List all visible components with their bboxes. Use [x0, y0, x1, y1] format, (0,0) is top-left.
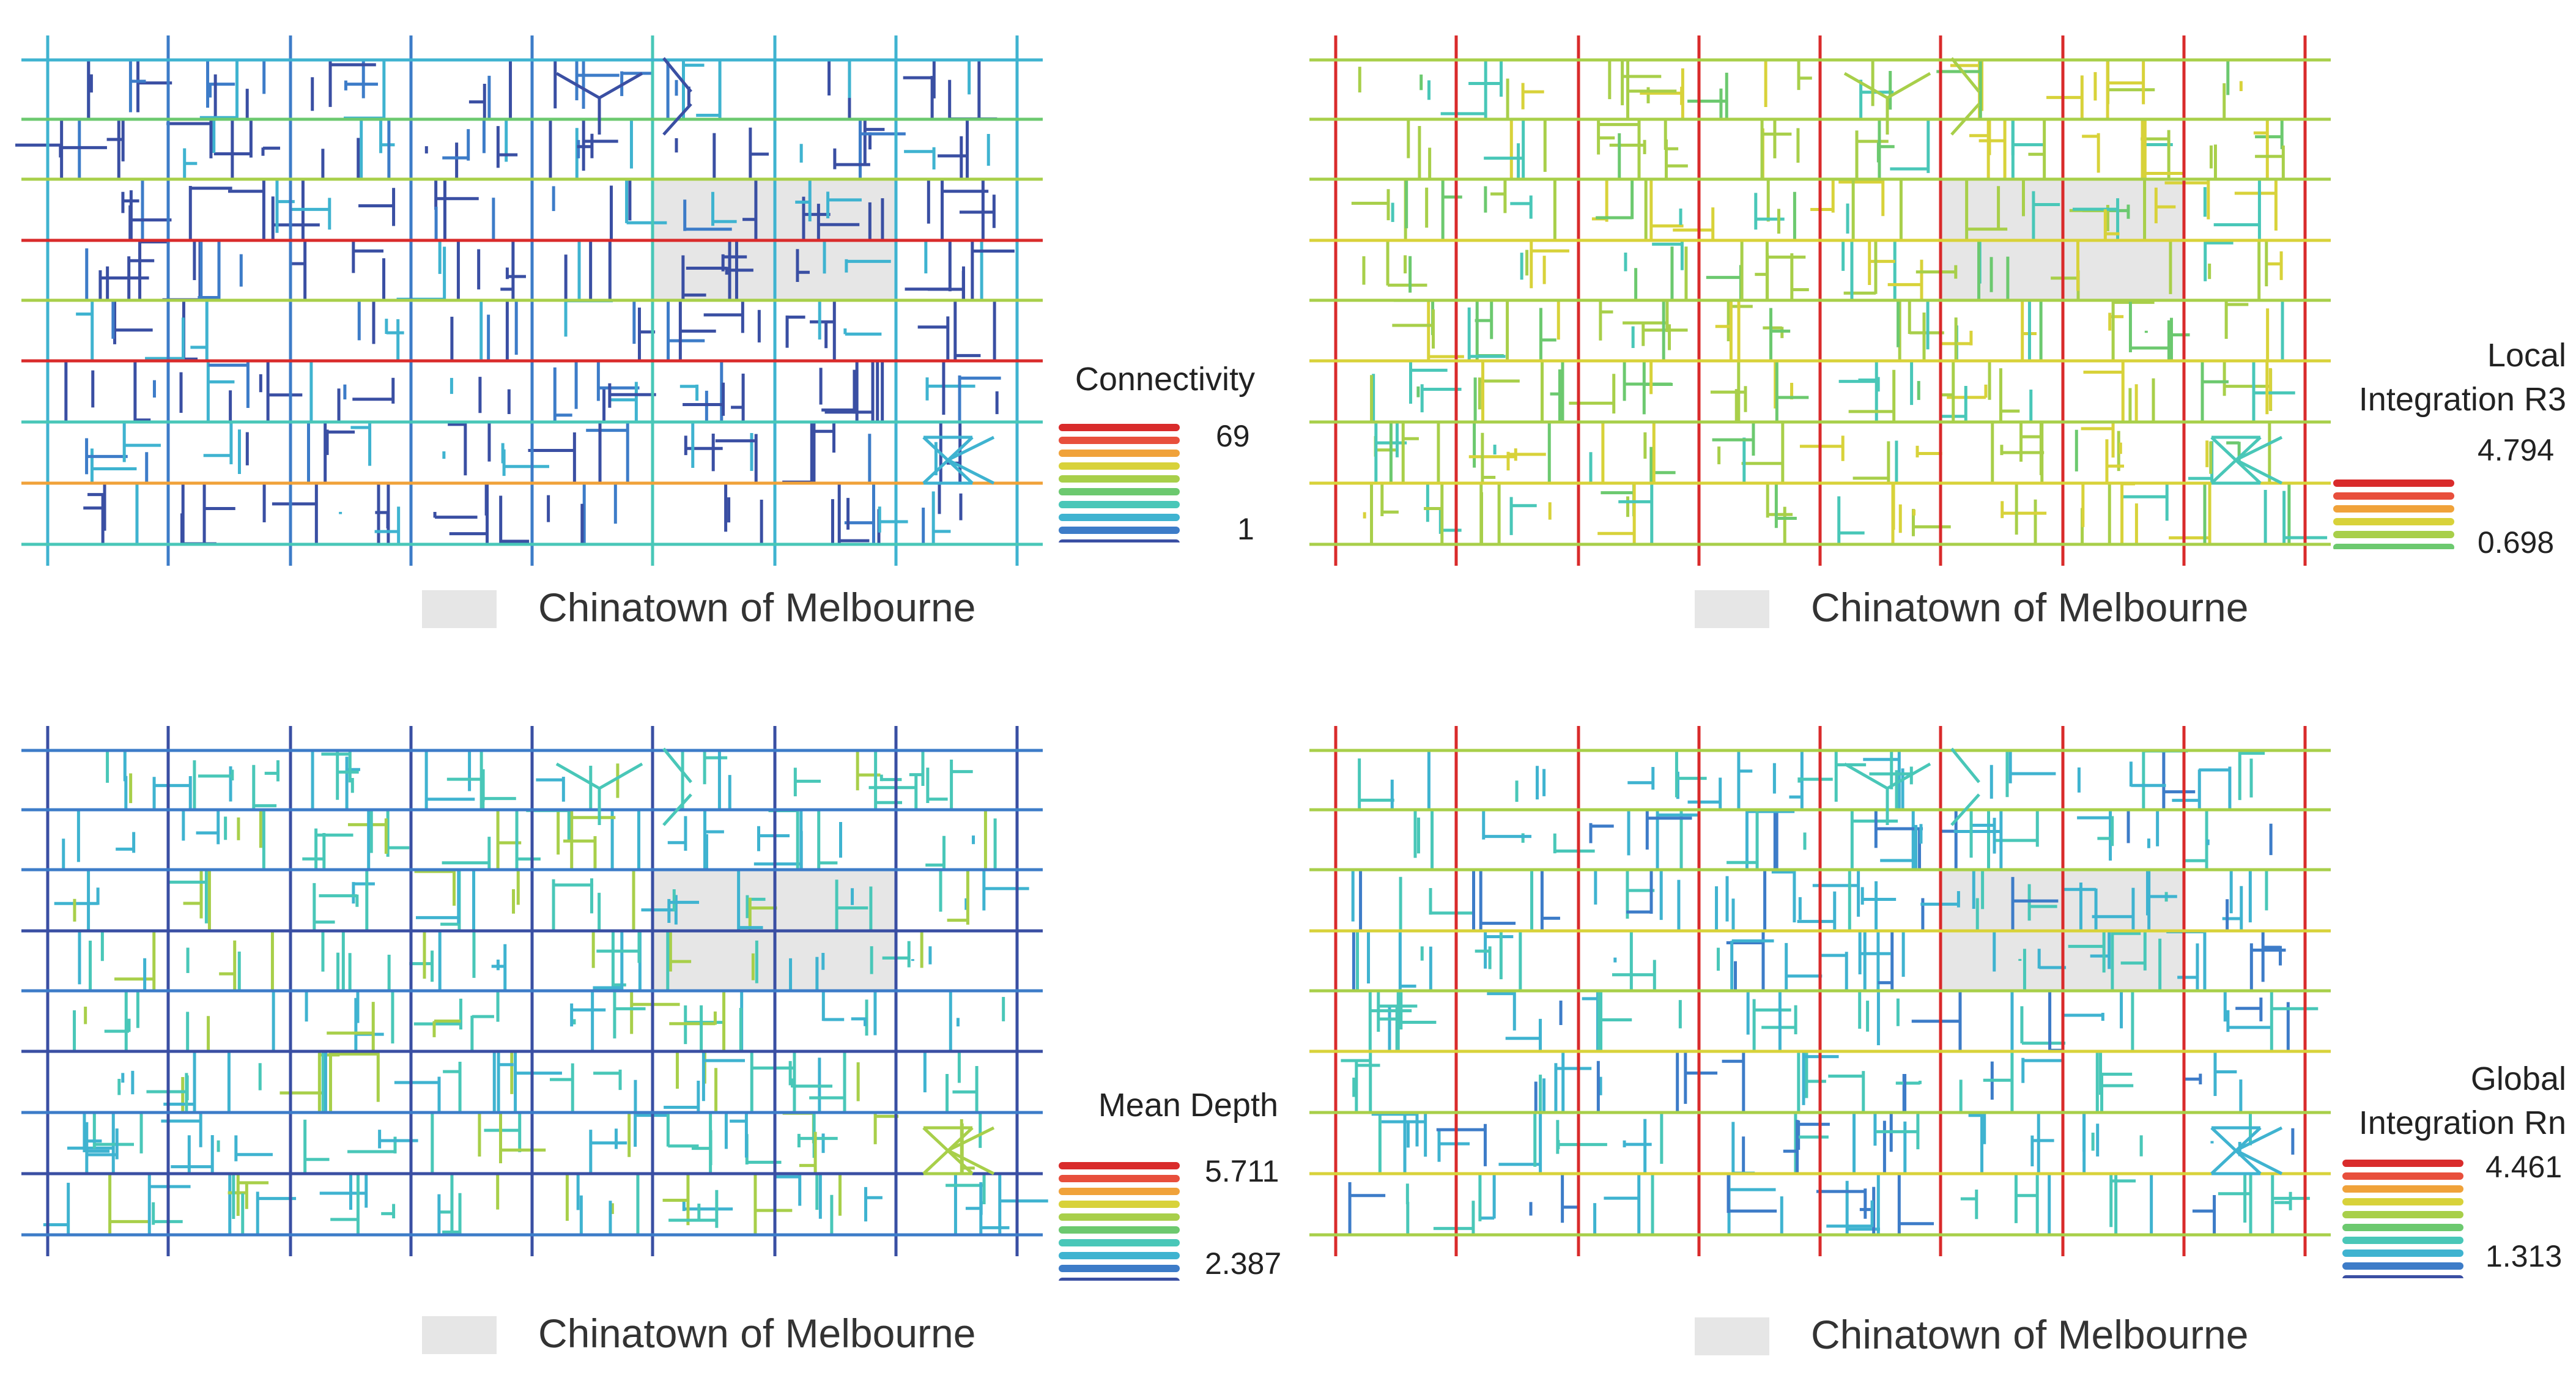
chinatown-label: Chinatown of Melbourne: [1811, 585, 2249, 630]
junction-segment: [947, 1126, 995, 1152]
junction-segment: [947, 435, 995, 462]
legend-max-value: 4.794: [2478, 433, 2555, 467]
chinatown-swatch: [422, 590, 497, 628]
junction-segment: [2235, 435, 2283, 462]
legend-min-value: 0.698: [2478, 525, 2555, 560]
chinatown-swatch: [1695, 1317, 1769, 1355]
fork-segment: [555, 762, 601, 790]
color-legend-bars: [1059, 1162, 1180, 1281]
fork-segment: [555, 72, 601, 100]
chinatown-label: Chinatown of Melbourne: [1811, 1312, 2249, 1357]
fork-segment: [1950, 103, 1980, 136]
street-network-map: [1309, 35, 2331, 566]
fork-segment: [662, 793, 692, 826]
fork-segment: [1950, 57, 1980, 93]
chinatown-label: Chinatown of Melbourne: [538, 585, 976, 630]
chinatown-swatch: [1695, 590, 1769, 628]
street-network-map: [21, 726, 1048, 1256]
street-network-map: [1309, 726, 2331, 1256]
legend-title: Global Integration Rn: [2358, 1061, 2566, 1141]
fork-segment: [662, 57, 692, 93]
junction-segment: [2235, 1149, 2283, 1176]
legend-title: Local Integration R3: [2358, 337, 2566, 418]
color-legend-bars: [1059, 424, 1180, 542]
panel-local-integration: Local Integration R3 4.794 0.698 Chinato…: [1288, 0, 2576, 691]
legend-title: Connectivity: [1075, 361, 1255, 398]
legend-title: Mean Depth: [1098, 1087, 1278, 1124]
panel-mean-depth: Mean Depth 5.711 2.387 Chinatown of Melb…: [0, 691, 1288, 1381]
chinatown-label: Chinatown of Melbourne: [538, 1311, 976, 1356]
fork-segment: [662, 103, 692, 136]
junction-segment: [2235, 458, 2283, 485]
fork-segment: [598, 762, 643, 790]
junction-segment: [2235, 1126, 2283, 1152]
fork-segment: [1950, 793, 1980, 826]
legend-max-value: 4.461: [2485, 1150, 2563, 1184]
legend-max-value: 5.711: [1205, 1154, 1279, 1188]
fork-segment: [662, 747, 692, 783]
legend-min-value: 1: [1237, 512, 1254, 546]
color-legend-bars: [2342, 1160, 2463, 1278]
junction-segment: [947, 458, 995, 485]
fork-segment: [1886, 762, 1931, 790]
panel-connectivity: Connectivity 69 1 Chinatown of Melbourne: [0, 0, 1288, 691]
fork-segment: [1843, 762, 1889, 790]
street-network-map: [15, 35, 1043, 566]
fork-segment: [1950, 747, 1980, 783]
chinatown-swatch: [422, 1316, 497, 1354]
color-legend-bars: [2333, 479, 2454, 549]
legend-max-value: 69: [1216, 419, 1250, 453]
panel-global-integration: Global Integration Rn 4.461 1.313 Chinat…: [1288, 691, 2576, 1381]
junction-segment: [947, 1149, 995, 1176]
fork-segment: [1843, 72, 1889, 100]
fork-segment: [1886, 72, 1931, 100]
legend-min-value: 1.313: [2485, 1239, 2563, 1273]
legend-min-value: 2.387: [1205, 1246, 1282, 1281]
fork-segment: [598, 72, 643, 100]
